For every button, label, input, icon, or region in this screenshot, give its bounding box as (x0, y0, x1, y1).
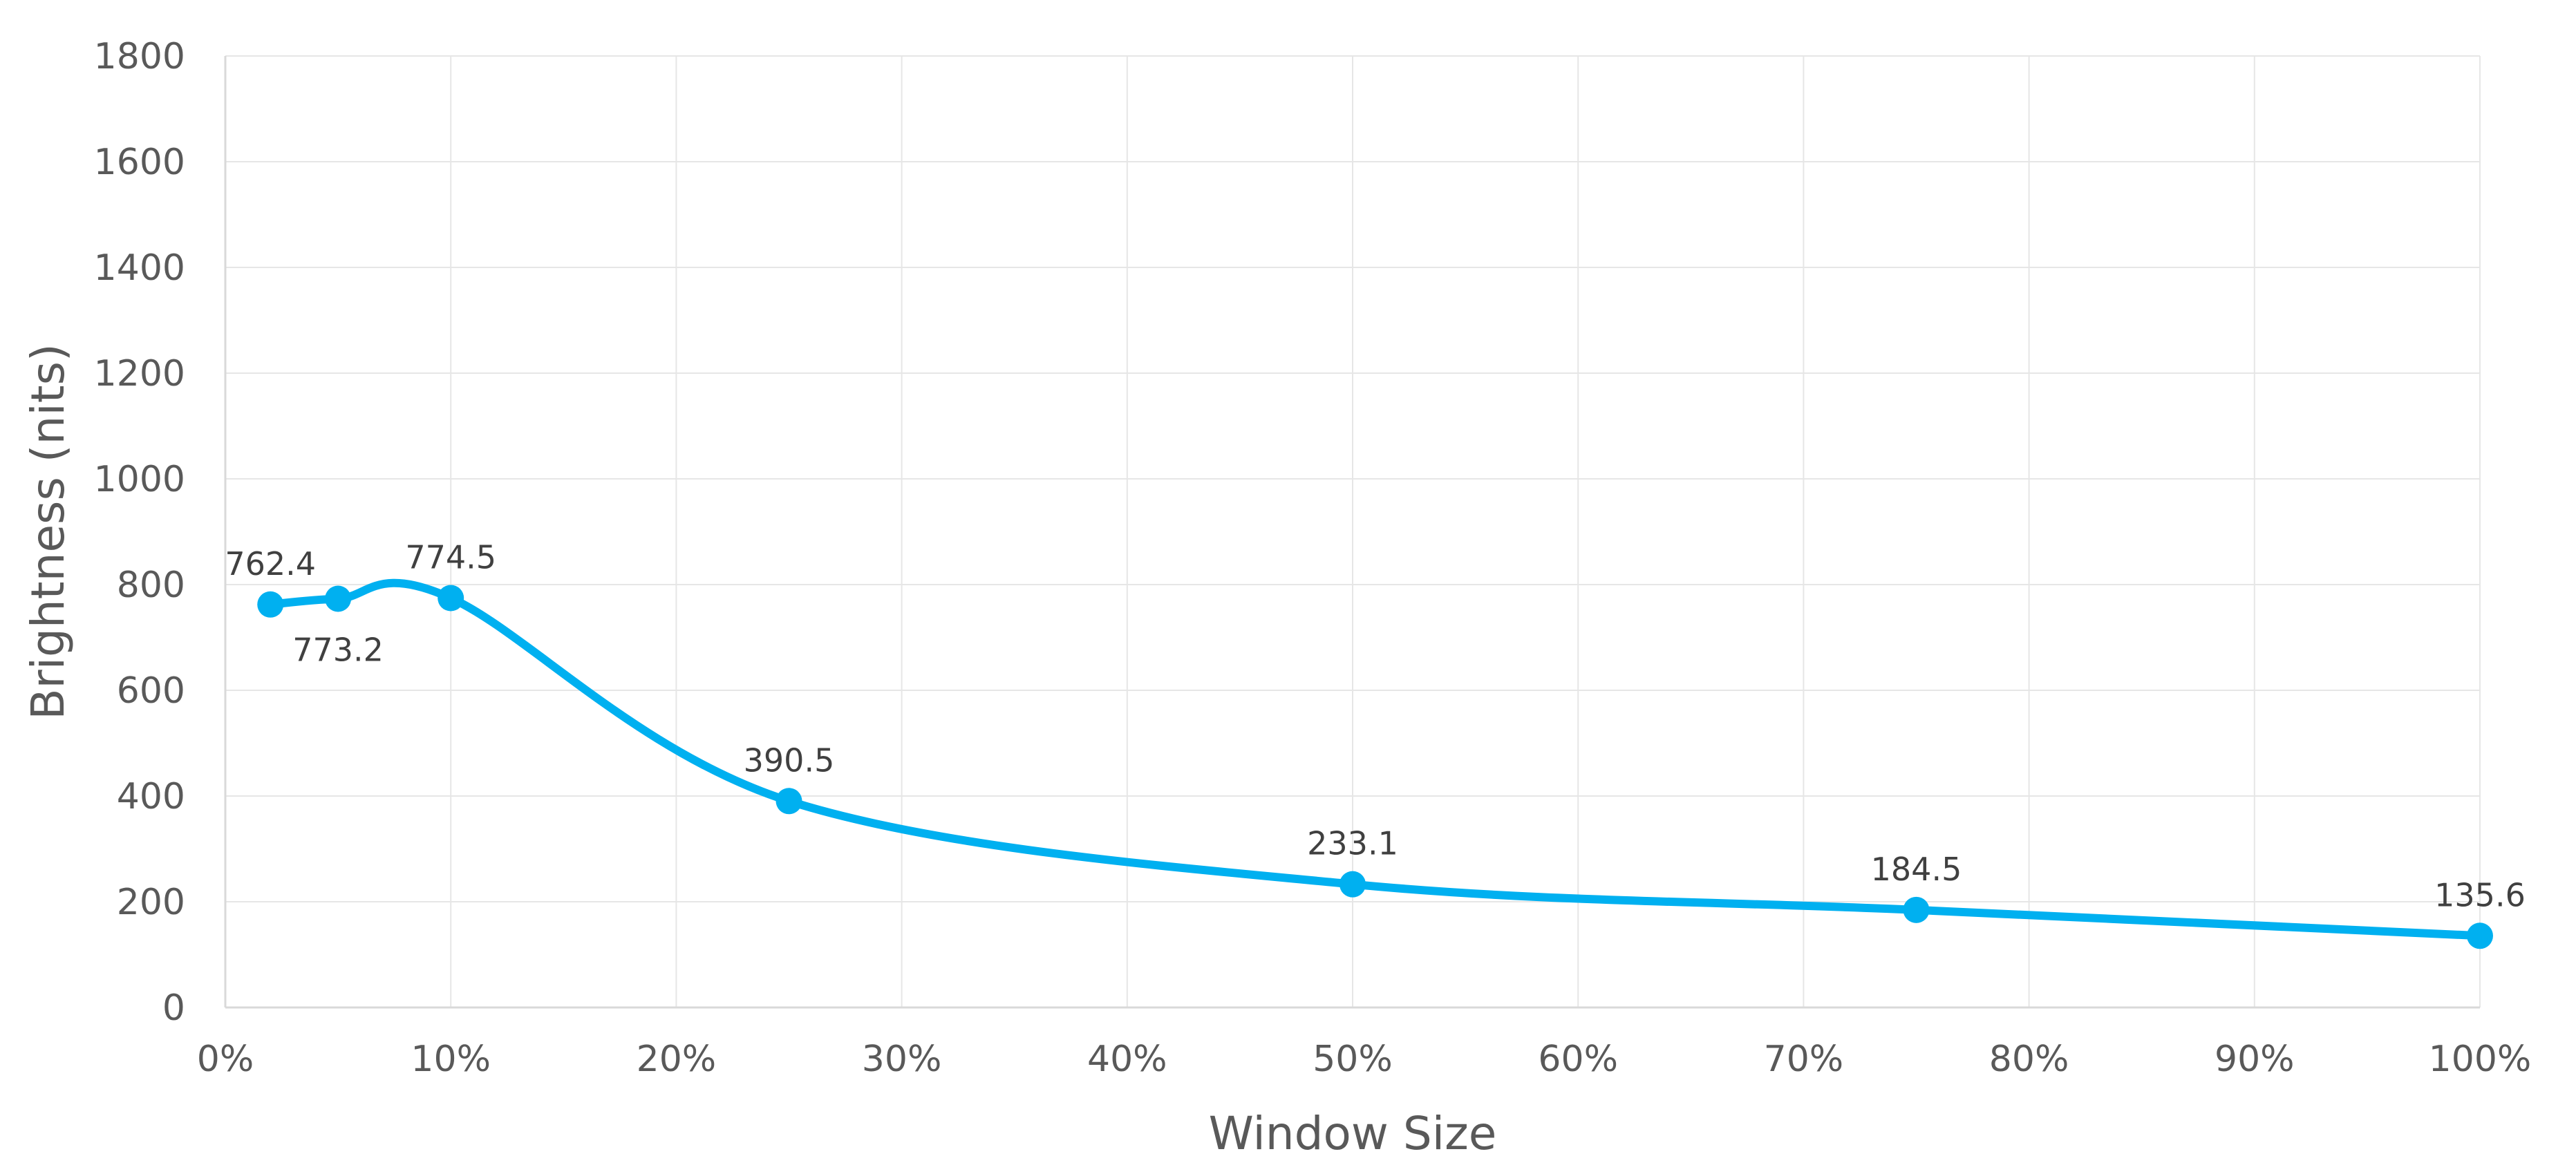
x-tick-label: 50% (1313, 1039, 1393, 1080)
data-point (257, 591, 284, 618)
data-label: 233.1 (1307, 825, 1398, 862)
y-tick-label: 600 (117, 670, 185, 712)
data-label: 390.5 (744, 741, 835, 779)
y-tick-label: 1400 (94, 247, 185, 289)
x-tick-label: 70% (1764, 1039, 1844, 1080)
grid-lines (225, 55, 2481, 1007)
x-tick-label: 30% (862, 1039, 942, 1080)
data-label: 762.4 (225, 545, 316, 583)
data-points (257, 585, 2493, 949)
x-tick-label: 60% (1538, 1039, 1618, 1080)
y-tick-label: 1800 (94, 36, 185, 77)
y-tick-label: 0 (162, 987, 185, 1029)
tick-labels: 0 200 400 600 800 1000 1200 1400 1600 1800 0% 10% 20… (94, 36, 2532, 1080)
y-axis-title: Brightness (nits) (21, 343, 75, 719)
data-label: 773.2 (292, 632, 384, 669)
data-point (2467, 922, 2493, 949)
data-label: 184.5 (1871, 851, 1962, 888)
data-point (1339, 871, 1366, 898)
x-tick-label: 40% (1087, 1039, 1167, 1080)
x-axis-title: Window Size (1209, 1107, 1497, 1160)
x-tick-label: 20% (637, 1039, 717, 1080)
y-tick-label: 1200 (94, 353, 185, 395)
data-point (1903, 896, 1930, 923)
y-tick-label: 1600 (94, 142, 185, 183)
y-tick-label: 1000 (94, 459, 185, 500)
x-tick-label: 0% (197, 1039, 254, 1080)
x-tick-label: 90% (2215, 1039, 2295, 1080)
x-tick-label: 10% (411, 1039, 491, 1080)
data-labels: 762.4 773.2 774.5 390.5 233.1 184.5 135.6 (225, 539, 2525, 914)
data-label: 774.5 (405, 539, 496, 576)
data-point (775, 788, 802, 815)
y-tick-label: 800 (117, 565, 185, 606)
data-point (325, 585, 352, 612)
y-tick-label: 200 (117, 882, 185, 923)
series-line-layer (266, 578, 2484, 940)
data-point (438, 585, 464, 612)
x-tick-label: 80% (1989, 1039, 2069, 1080)
y-tick-label: 400 (117, 776, 185, 817)
axes (224, 56, 2480, 1009)
data-label: 135.6 (2434, 876, 2526, 913)
series-line (266, 578, 2484, 940)
x-tick-label: 100% (2429, 1039, 2532, 1080)
